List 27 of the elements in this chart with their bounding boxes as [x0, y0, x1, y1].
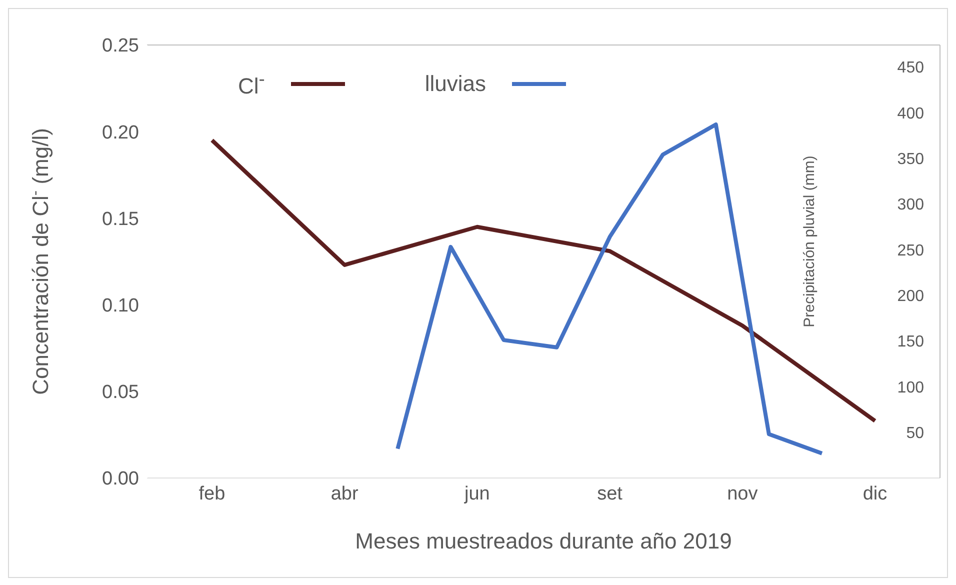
y-tick-label: 0.25 [102, 36, 139, 57]
x-tick-label: jun [464, 483, 490, 504]
x-tick-label: abr [330, 483, 359, 504]
y-tick-label: 0.15 [102, 208, 139, 230]
y2-axis-title: Precipitación pluvial (mm) [801, 156, 818, 328]
y2-tick-label: 50 [906, 425, 924, 442]
y-tick-label: 0.20 [102, 122, 139, 144]
y2-tick-label: 250 [897, 242, 924, 260]
y2-tick-label: 200 [897, 288, 924, 305]
x-tick-label: dic [862, 483, 888, 504]
line-series [396, 122, 824, 456]
y2-tick-label: 400 [897, 105, 924, 122]
y2-tick-label: 450 [897, 60, 924, 77]
y-tick-label: 0.00 [102, 468, 139, 490]
x-tick-label: nov [727, 483, 758, 504]
legend-label: Cl$^{-}$ [238, 68, 265, 100]
y2-tick-label: 100 [897, 379, 924, 396]
x-tick-label: set [597, 483, 624, 504]
y2-tick-label: 300 [897, 196, 924, 214]
x-tick-label: feb [198, 483, 226, 504]
y2-tick-label: 350 [897, 150, 924, 168]
y2-tick-label: 150 [897, 334, 924, 351]
y-tick-label: 0.05 [102, 382, 139, 404]
legend-label: lluvias [424, 70, 486, 97]
y-tick-label: 0.10 [102, 296, 139, 317]
line-series [210, 138, 877, 423]
x-axis-title: Meses muestreados durante año 2019 [355, 528, 732, 554]
